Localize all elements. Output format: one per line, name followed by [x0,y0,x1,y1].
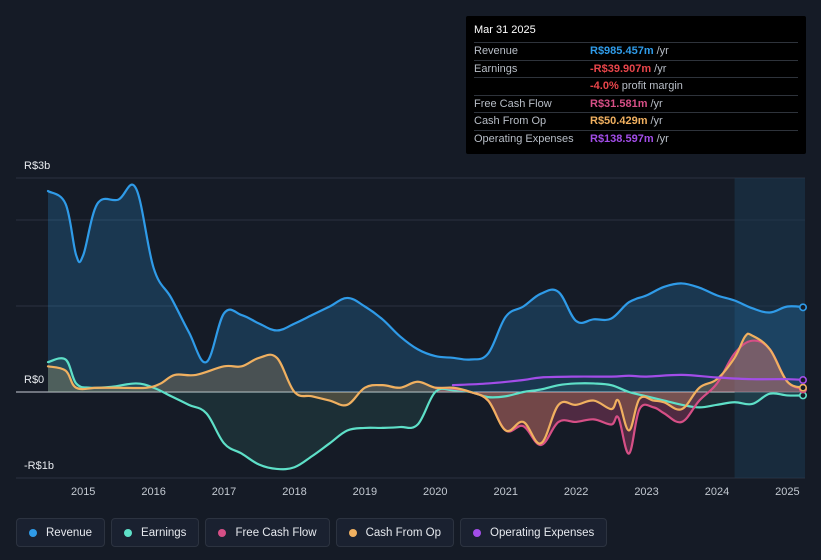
tooltip-row: Cash From Op R$50.429m/yr [474,112,798,130]
legend-label: Earnings [141,526,187,539]
tooltip-row: -4.0% profit margin [474,77,798,95]
tooltip-row-label: Operating Expenses [474,132,574,145]
area-layer [48,184,805,470]
y-tick-label-top: R$3b [24,160,51,172]
tooltip-row: Operating Expenses R$138.597m/yr [474,129,798,148]
tooltip-row-unit: /yr [656,45,669,58]
legend-item-cash-from-op[interactable]: Cash From Op [335,518,455,547]
x-axis-ticks: 2015 2016 2017 2018 2019 2020 2021 2022 2023 2024… [71,486,800,498]
tooltip-row-label: Cash From Op [474,115,547,128]
tooltip-row-value: R$31.581m [590,97,648,110]
tooltip-row-label: Earnings [474,62,518,75]
tooltip-rows: Revenue R$985.457m/yr Earnings -R$39.907m/y… [474,42,798,147]
x-tick-label: 2018 [282,486,306,498]
y-tick-label-bottom: -R$1b [24,460,54,472]
legend-item-revenue[interactable]: Revenue [16,518,106,547]
legend-dot-icon [29,528,37,537]
x-tick-label: 2025 [775,486,799,498]
legend-dot-icon [348,528,357,537]
x-tick-label: 2015 [71,486,95,498]
operating-expenses-line [451,373,807,387]
legend-label: Operating Expenses [490,526,595,539]
tooltip-row-unit: profit margin [621,80,683,93]
legend-dot-icon [473,528,482,537]
legend-item-operating-expenses[interactable]: Operating Expenses [460,518,608,547]
tooltip-row: Free Cash Flow R$31.581m/yr [474,94,798,113]
legend-dot-icon [218,528,227,537]
x-tick-label: 2017 [212,486,236,498]
legend-item-free-cash-flow[interactable]: Free Cash Flow [205,518,330,547]
tooltip-row-unit: /yr [650,97,663,110]
tooltip-row: Earnings -R$39.907m/yr [474,59,798,78]
y-tick-label-zero: R$0 [24,374,45,386]
forecast-shade [734,178,805,478]
x-tick-label: 2021 [493,486,517,498]
tooltip-row-value: -4.0% [590,80,619,93]
cash-from-op-area [48,333,805,444]
tooltip-date: Mar 31 2025 [474,24,536,36]
tooltip-row-value: R$50.429m [590,115,648,128]
earnings-line [46,357,807,471]
tooltip-row-value: R$138.597m [590,132,654,145]
tooltip-row-unit: /yr [654,62,667,75]
legend-item-earnings[interactable]: Earnings [111,518,200,547]
revenue-end-marker [798,303,807,312]
x-tick-label: 2020 [423,486,447,498]
cash-from-op-end-marker [798,383,807,392]
legend: Revenue Earnings Free Cash Flow Cash From O… [16,518,608,547]
legend-label: Free Cash Flow [235,526,317,539]
tooltip-row-label: Free Cash Flow [474,97,552,110]
earnings-area [48,358,805,470]
marker-layer [798,303,807,400]
line-layer [46,183,807,471]
forecast-layer [734,178,805,478]
operating-expenses-end-marker [798,376,807,385]
revenue-area [48,184,805,392]
legend-label: Cash From Op [365,526,442,539]
tooltip-row-unit: /yr [656,132,669,145]
tooltip-row: Revenue R$985.457m/yr [474,42,798,60]
tooltip-row-unit: /yr [650,115,663,128]
grid-layer [16,177,805,479]
legend-label: Revenue [46,526,93,539]
x-tick-label: 2024 [705,486,729,498]
tooltip-row-value: R$985.457m [590,45,654,58]
cash-from-op-line [46,332,807,445]
tooltip-row-label: Revenue [474,45,519,58]
x-tick-label: 2022 [564,486,588,498]
revenue-line [46,183,807,364]
x-tick-label: 2016 [141,486,165,498]
tooltip-panel: Mar 31 2025 Revenue R$985.457m/yr Earnings… [466,16,806,154]
x-tick-label: 2019 [353,486,377,498]
x-tick-label: 2023 [634,486,658,498]
legend-dot-icon [124,528,133,537]
tooltip-row-value: -R$39.907m [590,62,652,75]
